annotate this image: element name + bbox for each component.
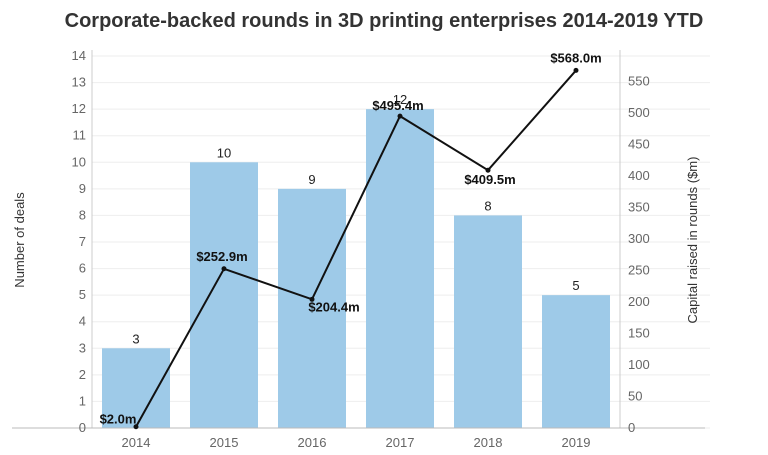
capital-value-label: $204.4m [308, 299, 359, 314]
right-tick-label: 400 [628, 168, 650, 183]
left-tick-label: 13 [72, 75, 86, 90]
left-tick-label: 4 [79, 314, 86, 329]
bar-value-label: 9 [308, 172, 315, 187]
bar-2017 [366, 109, 434, 429]
capital-line-layer [133, 67, 579, 430]
capital-value-label: $2.0m [100, 412, 137, 427]
capital-point-2017 [397, 113, 403, 119]
x-tick-label: 2016 [298, 435, 327, 450]
capital-value-label: $252.9m [196, 249, 247, 264]
data-labels: 3 10 9 12 8 5 $2.0m $252.9m $204.4m $495.4m $409.5… [100, 50, 602, 426]
left-tick-label: 3 [79, 340, 86, 355]
left-tick-label: 2 [79, 367, 86, 382]
right-tick-label: 100 [628, 357, 650, 372]
left-tick-label: 0 [79, 420, 86, 435]
capital-point-2018 [485, 167, 491, 173]
right-tick-label: 550 [628, 74, 650, 89]
left-tick-label: 6 [79, 261, 86, 276]
left-tick-label: 14 [72, 48, 86, 63]
left-tick-label: 10 [72, 154, 86, 169]
chart-title: Corporate-backed rounds in 3D printing e… [64, 10, 704, 32]
left-tick-label: 12 [72, 101, 86, 116]
x-tick-label: 2018 [474, 435, 503, 450]
bar-value-label: 3 [132, 331, 139, 346]
right-tick-label: 0 [628, 420, 635, 435]
left-axis-title: Number of deals [12, 192, 27, 288]
x-tick-label: 2014 [122, 435, 151, 450]
right-axis-title: Capital raised in rounds ($m) [685, 157, 700, 324]
left-tick-label: 9 [79, 181, 86, 196]
right-tick-label: 50 [628, 389, 642, 404]
right-tick-label: 500 [628, 105, 650, 120]
bar-2016 [278, 188, 346, 428]
left-tick-label: 11 [73, 128, 87, 143]
bar-2019 [542, 295, 610, 428]
right-tick-label: 300 [628, 231, 650, 246]
capital-value-label: $409.5m [464, 172, 515, 187]
capital-point-2016 [309, 296, 315, 302]
x-tick-label: 2019 [562, 435, 591, 450]
bar-value-label: 8 [484, 198, 491, 213]
bar-value-label: 10 [217, 145, 231, 160]
left-tick-label: 5 [79, 287, 86, 302]
x-tick-label: 2017 [386, 435, 415, 450]
capital-line [135, 69, 577, 428]
right-tick-label: 250 [628, 263, 650, 278]
right-tick-label: 450 [628, 137, 650, 152]
left-tick-label: 8 [79, 207, 86, 222]
bar-2014 [102, 348, 170, 428]
bar-value-label: 5 [572, 278, 579, 293]
left-tick-label: 7 [79, 234, 86, 249]
bars [102, 109, 610, 429]
capital-value-label: $568.0m [550, 50, 601, 65]
bar-2015 [190, 162, 258, 429]
right-tick-label: 350 [628, 200, 650, 215]
capital-value-label: $495.4m [372, 98, 423, 113]
bar-value-label: 12 [393, 92, 407, 107]
x-tick-label: 2015 [210, 435, 239, 450]
axes: 0123456789101112131405010015020025030035… [12, 48, 705, 450]
capital-point-2015 [221, 266, 227, 272]
left-tick-label: 1 [79, 393, 86, 408]
right-tick-label: 200 [628, 294, 650, 309]
capital-point-2014 [133, 424, 139, 430]
capital-point-2019 [573, 67, 579, 73]
bar-2018 [454, 215, 522, 428]
right-tick-label: 150 [628, 326, 650, 341]
